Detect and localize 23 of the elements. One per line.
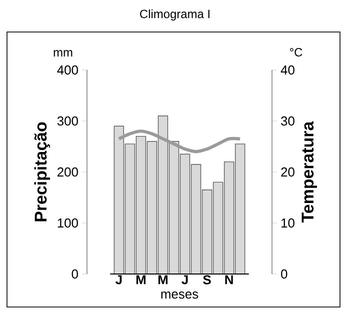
y-tick-label: 200 bbox=[58, 167, 78, 177]
x-tick-label: J bbox=[182, 275, 188, 284]
y2-tick-label: 40 bbox=[280, 65, 294, 75]
y-axis-title: Precipitação bbox=[34, 122, 50, 222]
chart-title: Climograma I bbox=[140, 9, 210, 21]
text: °C bbox=[290, 48, 302, 56]
x-tick-label: M bbox=[158, 275, 168, 284]
x-tick-label: J bbox=[116, 275, 122, 284]
line-series bbox=[117, 130, 242, 154]
y2-tick-label: 0 bbox=[281, 269, 288, 279]
y-tick-label: 400 bbox=[57, 65, 78, 75]
y2-tick-label: 20 bbox=[281, 167, 294, 177]
x-tick-label: M bbox=[136, 275, 146, 284]
x-tick-label: N bbox=[225, 275, 233, 284]
x-axis-title: meses bbox=[161, 292, 198, 299]
text: mm bbox=[54, 50, 72, 56]
y2-tick-label: 30 bbox=[281, 116, 294, 126]
y-tick-label: 0 bbox=[72, 269, 78, 279]
y-tick-label: 100 bbox=[58, 218, 78, 228]
x-tick-label: S bbox=[203, 275, 211, 284]
y-tick-label: 300 bbox=[57, 116, 78, 126]
y2-tick-label: 10 bbox=[282, 218, 294, 228]
y2-axis-title: Temperatura bbox=[302, 121, 317, 222]
